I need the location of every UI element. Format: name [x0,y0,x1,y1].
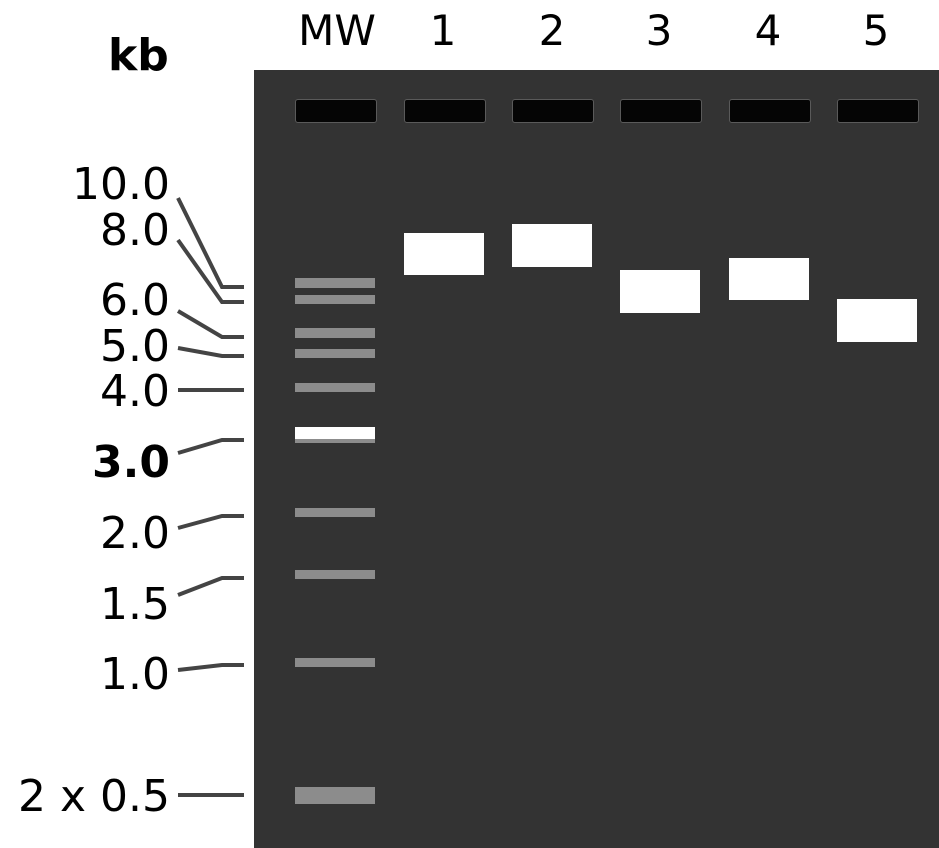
leader-line-6kb [176,309,244,339]
ladder-band-4kb [295,383,375,392]
ladder-label-3kb: 3.0 [92,437,170,488]
ladder-band-8kb [295,295,375,304]
ladder-label-6kb: 6.0 [100,275,170,326]
leader-line-1-5kb [177,576,244,597]
well-3 [620,99,702,123]
ladder-band-1kb [295,658,375,667]
well-5 [837,99,919,123]
ladder-label-4kb: 4.0 [100,366,170,417]
ladder-band-5kb [295,349,375,358]
well-4 [729,99,811,123]
leader-line-3kb [177,438,244,455]
ladder-label-8kb: 8.0 [100,205,170,256]
ladder-label-1-5kb: 1.5 [100,579,170,630]
leader-line-8kb [176,238,244,304]
leader-line-10kb [176,197,244,289]
ladder-band-10kb [295,278,375,288]
ladder-band-1-5kb [295,570,375,579]
sample-band-lane-5 [837,299,917,342]
ladder-label-0-5kb: 2 x 0.5 [18,771,170,822]
lane-label-1: 1 [429,6,457,55]
ladder-band-2kb [295,508,375,517]
well-mw [295,99,377,123]
sample-band-lane-3 [620,270,700,313]
well-2 [512,99,594,123]
ladder-label-10kb: 10.0 [72,159,170,210]
well-1 [404,99,486,123]
ladder-band-3kb [295,427,375,443]
leader-line-5kb [177,346,244,358]
sample-band-lane-4 [729,258,809,300]
ladder-label-1kb: 1.0 [100,649,170,700]
lane-label-5: 5 [862,6,890,55]
unit-label: kb [108,30,169,81]
leader-line-2kb [177,514,244,530]
sample-band-lane-2 [512,224,592,267]
ladder-band-6kb [295,328,375,338]
sample-band-lane-1 [404,233,484,275]
lane-label-4: 4 [754,6,782,55]
leader-line-1kb [177,663,244,672]
lane-label-2: 2 [538,6,566,55]
ladder-label-5kb: 5.0 [100,321,170,372]
lane-label-mw: MW [298,6,376,55]
ladder-label-2kb: 2.0 [100,508,170,559]
gel [254,70,939,848]
ladder-band-0-5kb [295,787,375,804]
lane-label-3: 3 [645,6,673,55]
